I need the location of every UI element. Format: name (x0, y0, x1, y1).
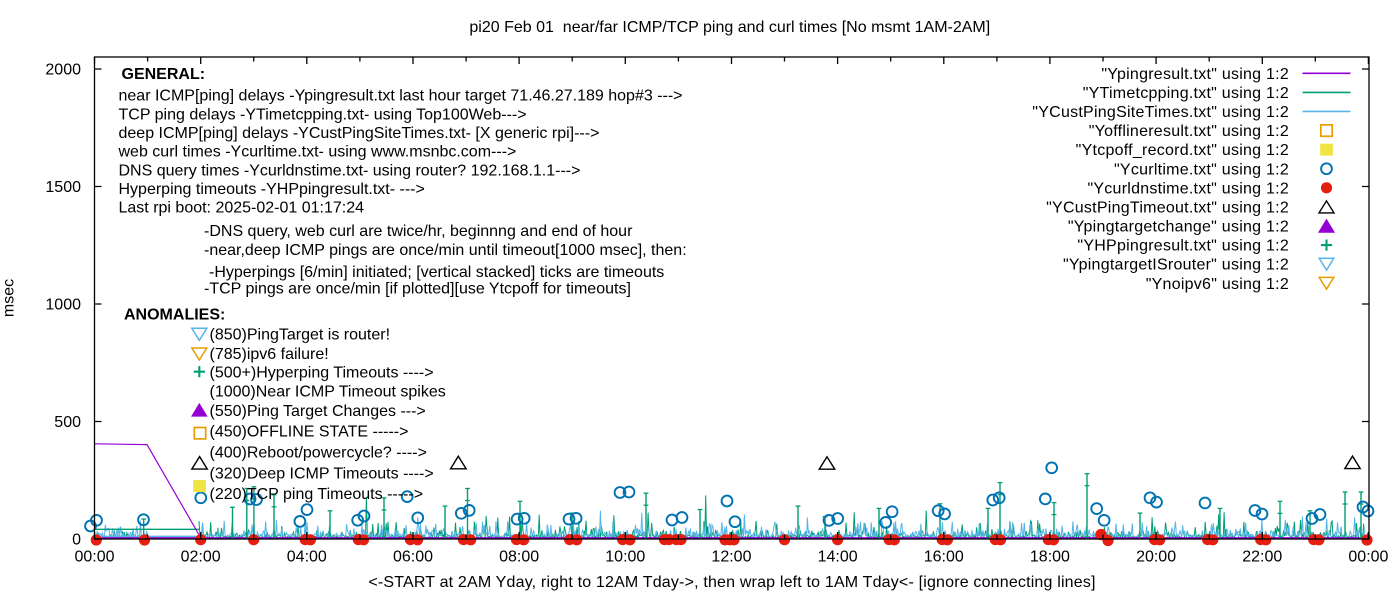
svg-text:02:00: 02:00 (181, 549, 221, 566)
svg-text:"Ypingtargetchange" using 1:2: "Ypingtargetchange" using 1:2 (1068, 219, 1289, 236)
svg-text:0: 0 (72, 532, 81, 549)
svg-text:<-START at 2AM Yday, right to: <-START at 2AM Yday, right to 12AM Tday-… (368, 574, 1095, 591)
svg-text:"Ypingresult.txt" using 1:2: "Ypingresult.txt" using 1:2 (1101, 66, 1289, 83)
svg-text:DNS query times -Ycurldnstime.: DNS query times -Ycurldnstime.txt- using… (119, 162, 581, 179)
svg-text:(550)Ping Target Changes --->: (550)Ping Target Changes ---> (210, 403, 426, 420)
svg-text:00:00: 00:00 (74, 549, 114, 566)
svg-text:2000: 2000 (45, 62, 81, 79)
svg-text:"YHPpingresult.txt" using 1:2: "YHPpingresult.txt" using 1:2 (1077, 238, 1289, 255)
svg-text:TCP ping delays -YTimetcpping.: TCP ping delays -YTimetcpping.txt- using… (119, 107, 527, 124)
svg-text:00:00: 00:00 (1348, 549, 1388, 566)
svg-text:10:00: 10:00 (605, 549, 645, 566)
svg-text:18:00: 18:00 (1030, 549, 1070, 566)
svg-text:"YCustPingTimeout.txt" using 1: "YCustPingTimeout.txt" using 1:2 (1046, 199, 1289, 216)
svg-text:22:00: 22:00 (1242, 549, 1282, 566)
svg-text:"Ycurltime.txt" using 1:2: "Ycurltime.txt" using 1:2 (1114, 161, 1289, 178)
svg-text:(320)Deep ICMP Timeouts ---->: (320)Deep ICMP Timeouts ----> (210, 465, 434, 482)
svg-text:Hyperping timeouts -YHPpingres: Hyperping timeouts -YHPpingresult.txt- -… (119, 181, 425, 198)
svg-text:04:00: 04:00 (287, 549, 327, 566)
svg-text:06:00: 06:00 (393, 549, 433, 566)
svg-text:pi20 Feb 01 near/far ICMP/TCP: pi20 Feb 01 near/far ICMP/TCP ping and c… (469, 19, 990, 36)
svg-text:"YCustPingSiteTimes.txt" using: "YCustPingSiteTimes.txt" using 1:2 (1032, 104, 1289, 121)
svg-text:-TCP pings are once/min [if pl: -TCP pings are once/min [if plotted][use… (204, 281, 631, 298)
svg-text:"YpingtargetISrouter" using 1:: "YpingtargetISrouter" using 1:2 (1063, 257, 1289, 274)
svg-text:500: 500 (54, 414, 81, 431)
svg-text:(785)ipv6 failure!: (785)ipv6 failure! (210, 346, 329, 363)
svg-text:Last rpi boot: 2025-02-01 01:1: Last rpi boot: 2025-02-01 01:17:24 (119, 200, 365, 217)
svg-text:14:00: 14:00 (818, 549, 858, 566)
svg-text:12:00: 12:00 (711, 549, 751, 566)
svg-text:deep ICMP[ping] delays -YCustP: deep ICMP[ping] delays -YCustPingSiteTim… (119, 125, 600, 142)
svg-text:"Yofflineresult.txt" using 1:2: "Yofflineresult.txt" using 1:2 (1089, 123, 1289, 140)
svg-text:(1000)Near ICMP Timeout spikes: (1000)Near ICMP Timeout spikes (210, 384, 446, 401)
svg-text:-Hyperpings [6/min] initiated;: -Hyperpings [6/min] initiated; [vertical… (209, 264, 664, 281)
svg-text:"YTimetcpping.txt" using 1:2: "YTimetcpping.txt" using 1:2 (1083, 85, 1289, 102)
svg-text:(220)TCP ping Timeouts ----->: (220)TCP ping Timeouts -----> (210, 486, 424, 503)
svg-text:1000: 1000 (45, 297, 81, 314)
svg-text:(450)OFFLINE STATE ----->: (450)OFFLINE STATE -----> (210, 423, 409, 440)
svg-text:1500: 1500 (45, 179, 81, 196)
svg-text:near ICMP[ping] delays -Ypingr: near ICMP[ping] delays -Ypingresult.txt … (119, 87, 683, 104)
svg-text:ANOMALIES:: ANOMALIES: (124, 307, 225, 324)
svg-text:web curl times -Ycurltime.txt-: web curl times -Ycurltime.txt- using www… (118, 144, 517, 161)
svg-text:(500+)Hyperping Timeouts ---->: (500+)Hyperping Timeouts ----> (210, 365, 434, 382)
svg-text:-near,deep ICMP pings are once: -near,deep ICMP pings are once/min until… (204, 242, 687, 259)
svg-text:GENERAL:: GENERAL: (122, 66, 206, 83)
svg-text:(850)PingTarget is router!: (850)PingTarget is router! (210, 327, 391, 344)
svg-text:"Ynoipv6" using 1:2: "Ynoipv6" using 1:2 (1146, 276, 1289, 293)
svg-text:(400)Reboot/powercycle? ---->: (400)Reboot/powercycle? ----> (210, 444, 427, 461)
svg-text:msec: msec (1, 279, 18, 317)
svg-text:16:00: 16:00 (924, 549, 964, 566)
svg-text:08:00: 08:00 (499, 549, 539, 566)
svg-text:20:00: 20:00 (1136, 549, 1176, 566)
svg-text:"Ycurldnstime.txt" using 1:2: "Ycurldnstime.txt" using 1:2 (1087, 180, 1289, 197)
svg-text:-DNS query, web curl are twice: -DNS query, web curl are twice/hr, begin… (204, 223, 633, 240)
svg-text:"Ytcpoff_record.txt" using 1:2: "Ytcpoff_record.txt" using 1:2 (1076, 142, 1289, 159)
